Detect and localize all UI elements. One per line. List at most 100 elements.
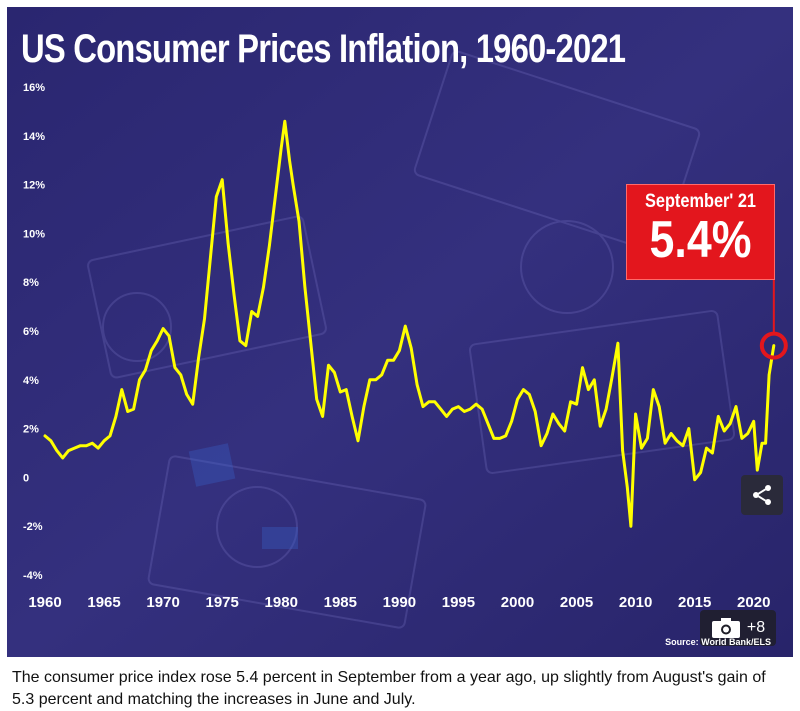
data-point: [215, 195, 218, 198]
data-point: [309, 342, 312, 345]
data-point: [640, 446, 643, 450]
data-point: [262, 285, 265, 289]
y-tick-label: 10%: [23, 228, 45, 240]
data-point: [203, 317, 206, 320]
x-tick-label: 1990: [383, 594, 416, 611]
series-line: [43, 119, 776, 528]
callout-label: September' 21: [644, 191, 757, 212]
data-point: [699, 471, 702, 474]
data-point: [288, 159, 291, 162]
data-point: [463, 410, 466, 413]
data-point: [185, 393, 188, 396]
data-point: [350, 415, 354, 418]
data-point: [593, 378, 596, 381]
data-point: [587, 388, 590, 391]
data-point: [563, 429, 566, 433]
series-layer: [43, 119, 776, 528]
article-caption: The consumer price index rose 5.4 percen…: [12, 669, 766, 708]
x-tick-label: 1965: [87, 594, 120, 611]
marker-layer: [759, 278, 788, 360]
data-point: [675, 439, 679, 442]
x-tick-label: 1960: [28, 594, 61, 611]
chart-title: US Consumer Prices Inflation, 1960-2021: [21, 27, 626, 71]
data-point: [191, 403, 194, 406]
y-axis: 16% 14% 12% 10% 8% 6% 4% 2% 0 -2% -4%: [23, 82, 45, 582]
data-point: [772, 344, 775, 347]
y-tick-label: -2%: [23, 521, 43, 533]
data-point: [693, 478, 696, 481]
data-point: [173, 366, 177, 369]
x-tick-label: 2020: [737, 594, 770, 611]
data-point: [404, 324, 407, 328]
x-tick-label: 1975: [205, 594, 238, 611]
data-point: [740, 437, 744, 440]
data-point: [723, 429, 726, 433]
data-point: [150, 349, 153, 352]
data-point: [767, 373, 771, 377]
data-point: [528, 393, 531, 396]
data-point: [362, 405, 366, 408]
y-tick-label: -4%: [23, 570, 43, 582]
data-point: [291, 183, 295, 186]
data-point: [345, 388, 348, 391]
data-point: [752, 420, 755, 423]
data-point: [274, 195, 277, 198]
data-point: [315, 398, 318, 401]
data-point: [575, 403, 578, 406]
y-tick-label: 16%: [23, 82, 45, 94]
data-point: [156, 339, 159, 342]
data-point: [333, 371, 336, 374]
data-point: [132, 407, 135, 411]
data-point: [539, 444, 543, 447]
x-tick-label: 1995: [442, 594, 475, 611]
data-point: [250, 310, 253, 313]
data-point: [327, 364, 330, 367]
data-point: [339, 390, 342, 394]
data-point: [734, 405, 738, 408]
data-point: [108, 434, 112, 438]
data-point: [534, 410, 537, 413]
data-point: [705, 446, 708, 450]
data-point: [410, 346, 413, 350]
data-point: [232, 293, 236, 296]
gallery-button[interactable]: +8: [700, 610, 776, 646]
data-point: [97, 446, 100, 450]
data-point: [85, 444, 88, 447]
y-tick-label: 4%: [23, 375, 39, 387]
data-point: [167, 334, 171, 338]
data-point: [522, 388, 525, 391]
data-point: [144, 368, 147, 372]
x-tick-label: 1970: [146, 594, 179, 611]
data-point: [604, 407, 608, 411]
share-icon: [753, 485, 771, 505]
data-point: [221, 178, 224, 181]
data-point: [510, 420, 513, 423]
data-point: [486, 422, 490, 425]
data-point: [138, 378, 141, 381]
data-point: [421, 405, 425, 408]
data-point: [280, 146, 283, 150]
share-button[interactable]: [741, 475, 783, 515]
data-point: [756, 468, 759, 472]
y-tick-label: 12%: [23, 180, 45, 192]
y-tick-label: 8%: [23, 277, 39, 289]
data-point: [114, 415, 118, 418]
data-point: [626, 486, 629, 489]
data-point: [504, 434, 507, 438]
line-chart: 16% 14% 12% 10% 8% 6% 4% 2% 0 -2% -4% 1960 1965 1970…: [23, 82, 788, 611]
data-point: [209, 256, 212, 259]
data-point: [179, 373, 182, 377]
y-tick-label: 14%: [23, 131, 45, 143]
camera-icon: [711, 618, 740, 638]
data-point: [581, 366, 584, 369]
x-tick-label: 2000: [501, 594, 534, 611]
data-point: [91, 442, 94, 445]
data-point: [61, 456, 64, 460]
x-tick-label: 1980: [265, 594, 298, 611]
data-point: [610, 376, 614, 379]
y-tick-label: 6%: [23, 326, 39, 338]
data-point: [663, 442, 667, 445]
data-point: [427, 400, 431, 403]
data-point: [652, 388, 655, 391]
gallery-count: +8: [746, 619, 766, 636]
